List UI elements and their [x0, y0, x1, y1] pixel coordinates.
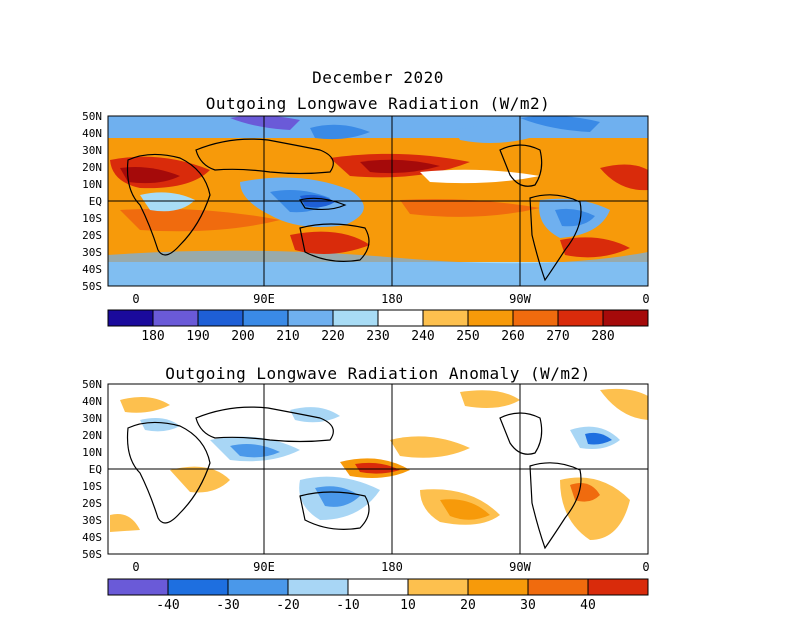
olr-lat-label: 40N	[82, 127, 102, 140]
olr-colorbar-label: 250	[456, 329, 479, 344]
anomaly-colorbar-label: -10	[336, 598, 359, 613]
olr-lat-label: 50N	[82, 110, 102, 123]
colorbar-swatch	[197, 309, 244, 327]
olr-lat-label: EQ	[89, 195, 102, 208]
colorbar-swatch	[512, 309, 559, 327]
olr-lat-label: 10S	[82, 212, 102, 225]
date-title: December 2020	[312, 68, 444, 87]
olr-lon-label: 90E	[253, 292, 275, 306]
anomaly-gridlines	[108, 384, 648, 554]
anomaly-colorbar-label: -30	[216, 598, 239, 613]
anomaly-colorbar-label: 30	[520, 598, 536, 613]
colorbar-swatch	[467, 309, 514, 327]
olr-colorbar	[107, 309, 649, 327]
olr-colorbar-label: 220	[321, 329, 344, 344]
anomaly-colorbar-label: 20	[460, 598, 476, 613]
olr-panel-title: Outgoing Longwave Radiation (W/m2)	[205, 94, 551, 113]
anomaly-panel-title: Outgoing Longwave Radiation Anomaly (W/m…	[165, 364, 591, 383]
olr-lat-label: 30S	[82, 246, 102, 259]
olr-lat-label: 10N	[82, 178, 102, 191]
olr-gridlines	[108, 116, 648, 286]
olr-colorbar-label: 190	[186, 329, 209, 344]
anomaly-lon-label: 90E	[253, 560, 275, 574]
anomaly-lon-label: 0	[132, 560, 139, 574]
olr-colorbar-label: 240	[411, 329, 434, 344]
olr-lat-label: 20N	[82, 161, 102, 174]
anomaly-colorbar-label: 10	[400, 598, 416, 613]
anomaly-lat-label: EQ	[89, 463, 102, 476]
colorbar-swatch	[167, 578, 229, 596]
anomaly-lon-label: 180	[381, 560, 403, 574]
olr-colorbar-label: 230	[366, 329, 389, 344]
olr-colorbar-label: 210	[276, 329, 299, 344]
colorbar-swatch	[287, 578, 349, 596]
anomaly-lat-label: 50S	[82, 548, 102, 561]
colorbar-swatch	[527, 578, 589, 596]
olr-colorbar-label: 270	[546, 329, 569, 344]
olr-lon-label: 90W	[509, 292, 531, 306]
colorbar-swatch	[227, 578, 289, 596]
colorbar-swatch	[347, 578, 409, 596]
olr-lon-label: 180	[381, 292, 403, 306]
olr-lat-label: 20S	[82, 229, 102, 242]
anomaly-lat-label: 10S	[82, 480, 102, 493]
colorbar-swatch	[557, 309, 604, 327]
olr-colorbar-label: 180	[141, 329, 164, 344]
anomaly-lat-label: 30S	[82, 514, 102, 527]
anomaly-lon-label: 0	[642, 560, 649, 574]
anomaly-lat-label: 10N	[82, 446, 102, 459]
anomaly-lat-label: 40N	[82, 395, 102, 408]
colorbar-swatch	[287, 309, 334, 327]
anomaly-lon-label: 90W	[509, 560, 531, 574]
colorbar-swatch	[242, 309, 289, 327]
anomaly-lat-label: 20S	[82, 497, 102, 510]
anomaly-lat-label: 20N	[82, 429, 102, 442]
olr-colorbar-label: 200	[231, 329, 254, 344]
colorbar-swatch	[467, 578, 529, 596]
olr-colorbar-label: 260	[501, 329, 524, 344]
olr-colorbar-label: 280	[591, 329, 614, 344]
colorbar-swatch	[107, 578, 169, 596]
olr-lon-label: 0	[642, 292, 649, 306]
olr-coastlines	[126, 138, 582, 282]
olr-lat-label: 50S	[82, 280, 102, 293]
colorbar-swatch	[152, 309, 199, 327]
colorbar-swatch	[587, 578, 649, 596]
colorbar-swatch	[407, 578, 469, 596]
anomaly-lat-label: 40S	[82, 531, 102, 544]
anomaly-lat-label: 50N	[82, 378, 102, 391]
olr-lat-label: 40S	[82, 263, 102, 276]
colorbar-swatch	[422, 309, 469, 327]
olr-lon-label: 0	[132, 292, 139, 306]
anomaly-coastlines	[126, 406, 582, 550]
anomaly-colorbar-label: -40	[156, 598, 179, 613]
anomaly-colorbar-label: 40	[580, 598, 596, 613]
anomaly-lat-label: 30N	[82, 412, 102, 425]
colorbar-swatch	[332, 309, 379, 327]
anomaly-colorbar	[107, 578, 649, 596]
olr-lat-label: 30N	[82, 144, 102, 157]
colorbar-swatch	[107, 309, 154, 327]
anomaly-colorbar-label: -20	[276, 598, 299, 613]
colorbar-swatch	[602, 309, 649, 327]
colorbar-swatch	[377, 309, 424, 327]
